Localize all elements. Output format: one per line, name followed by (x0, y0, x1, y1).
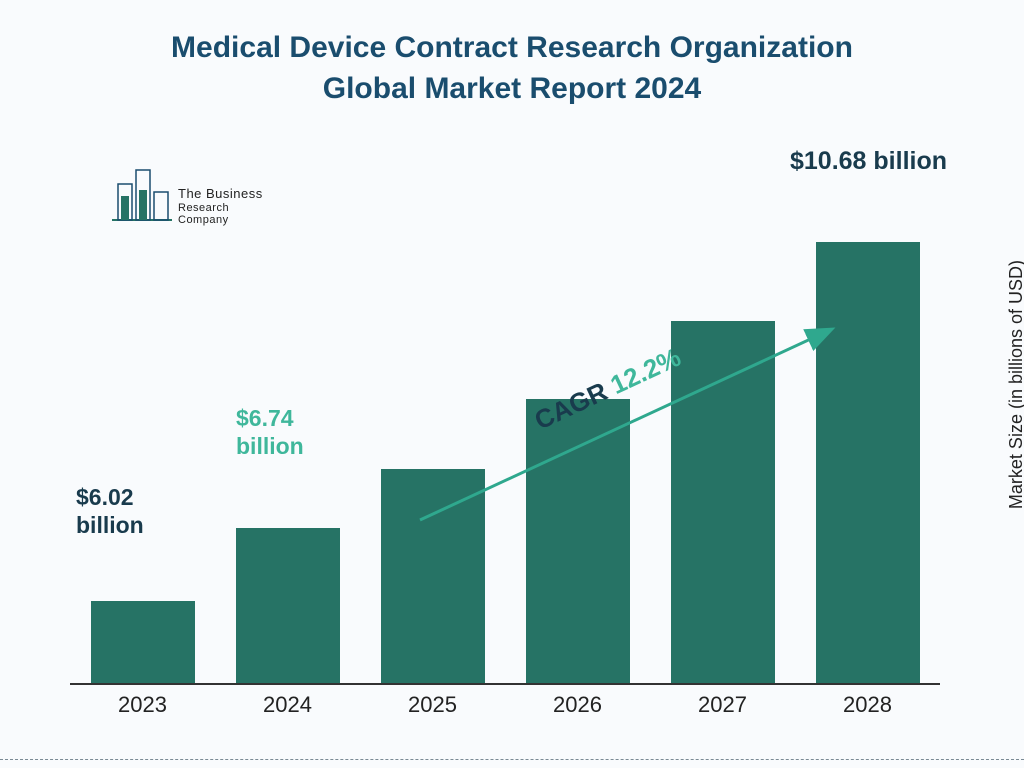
bar-2027 (671, 321, 775, 686)
value-label-0: $6.02billion (76, 484, 144, 539)
bar-2028 (816, 242, 920, 685)
chart-title: Medical Device Contract Research Organiz… (0, 28, 1024, 109)
bar-chart: CAGR 12.2% (70, 145, 940, 685)
bar-2025 (381, 469, 485, 685)
x-label: 2028 (816, 692, 920, 718)
value-label-2: $10.68 billion (790, 146, 947, 176)
chart-title-line2: Global Market Report 2024 (0, 69, 1024, 110)
bar-2026 (526, 399, 630, 685)
x-label: 2023 (91, 692, 195, 718)
chart-title-line1: Medical Device Contract Research Organiz… (0, 28, 1024, 69)
x-axis-labels: 2023 2024 2025 2026 2027 2028 (70, 692, 940, 718)
value-label-1: $6.74billion (236, 405, 304, 460)
y-axis-label: Market Size (in billions of USD) (1006, 260, 1024, 509)
bar-2024 (236, 528, 340, 685)
x-label: 2024 (236, 692, 340, 718)
bar-2023 (91, 601, 195, 685)
x-label: 2027 (671, 692, 775, 718)
x-label: 2026 (526, 692, 630, 718)
x-axis-line (70, 683, 940, 685)
x-label: 2025 (381, 692, 485, 718)
bars-container (70, 145, 940, 685)
divider-line (0, 759, 1024, 760)
